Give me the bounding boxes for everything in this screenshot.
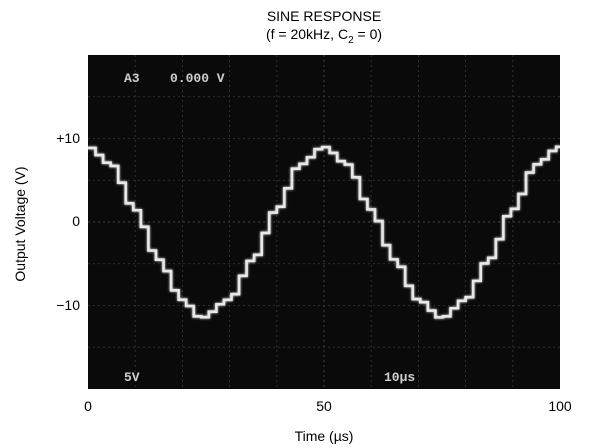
chart-subtitle: (f = 20kHz, C2 = 0) bbox=[88, 26, 560, 46]
subtitle-subscript: 2 bbox=[348, 34, 354, 46]
channel-label: A3 bbox=[124, 71, 140, 86]
subtitle-prefix: (f = 20kHz, C bbox=[265, 26, 349, 42]
y-tick-label: 0 bbox=[72, 213, 80, 229]
channel-value-readout: 0.000 V bbox=[170, 71, 225, 86]
graticule bbox=[88, 55, 560, 389]
volts-per-div-readout: 5V bbox=[124, 370, 140, 385]
x-tick-label: 0 bbox=[84, 398, 92, 414]
subtitle-suffix: = 0) bbox=[353, 26, 383, 42]
y-tick-label: +10 bbox=[56, 129, 80, 146]
y-axis-label: Output Voltage (V) bbox=[12, 166, 28, 282]
chart-title: SINE RESPONSE bbox=[266, 8, 382, 24]
x-tick-label: 100 bbox=[548, 398, 572, 414]
x-tick-label: 50 bbox=[316, 398, 332, 414]
x-axis-label: Time (µs) bbox=[294, 428, 354, 444]
oscilloscope-screen: A3 0.000 V 5V 10µs bbox=[88, 55, 560, 389]
time-per-div-readout: 10µs bbox=[384, 370, 415, 385]
sine-trace bbox=[88, 145, 560, 319]
y-tick-label: −10 bbox=[56, 296, 80, 313]
